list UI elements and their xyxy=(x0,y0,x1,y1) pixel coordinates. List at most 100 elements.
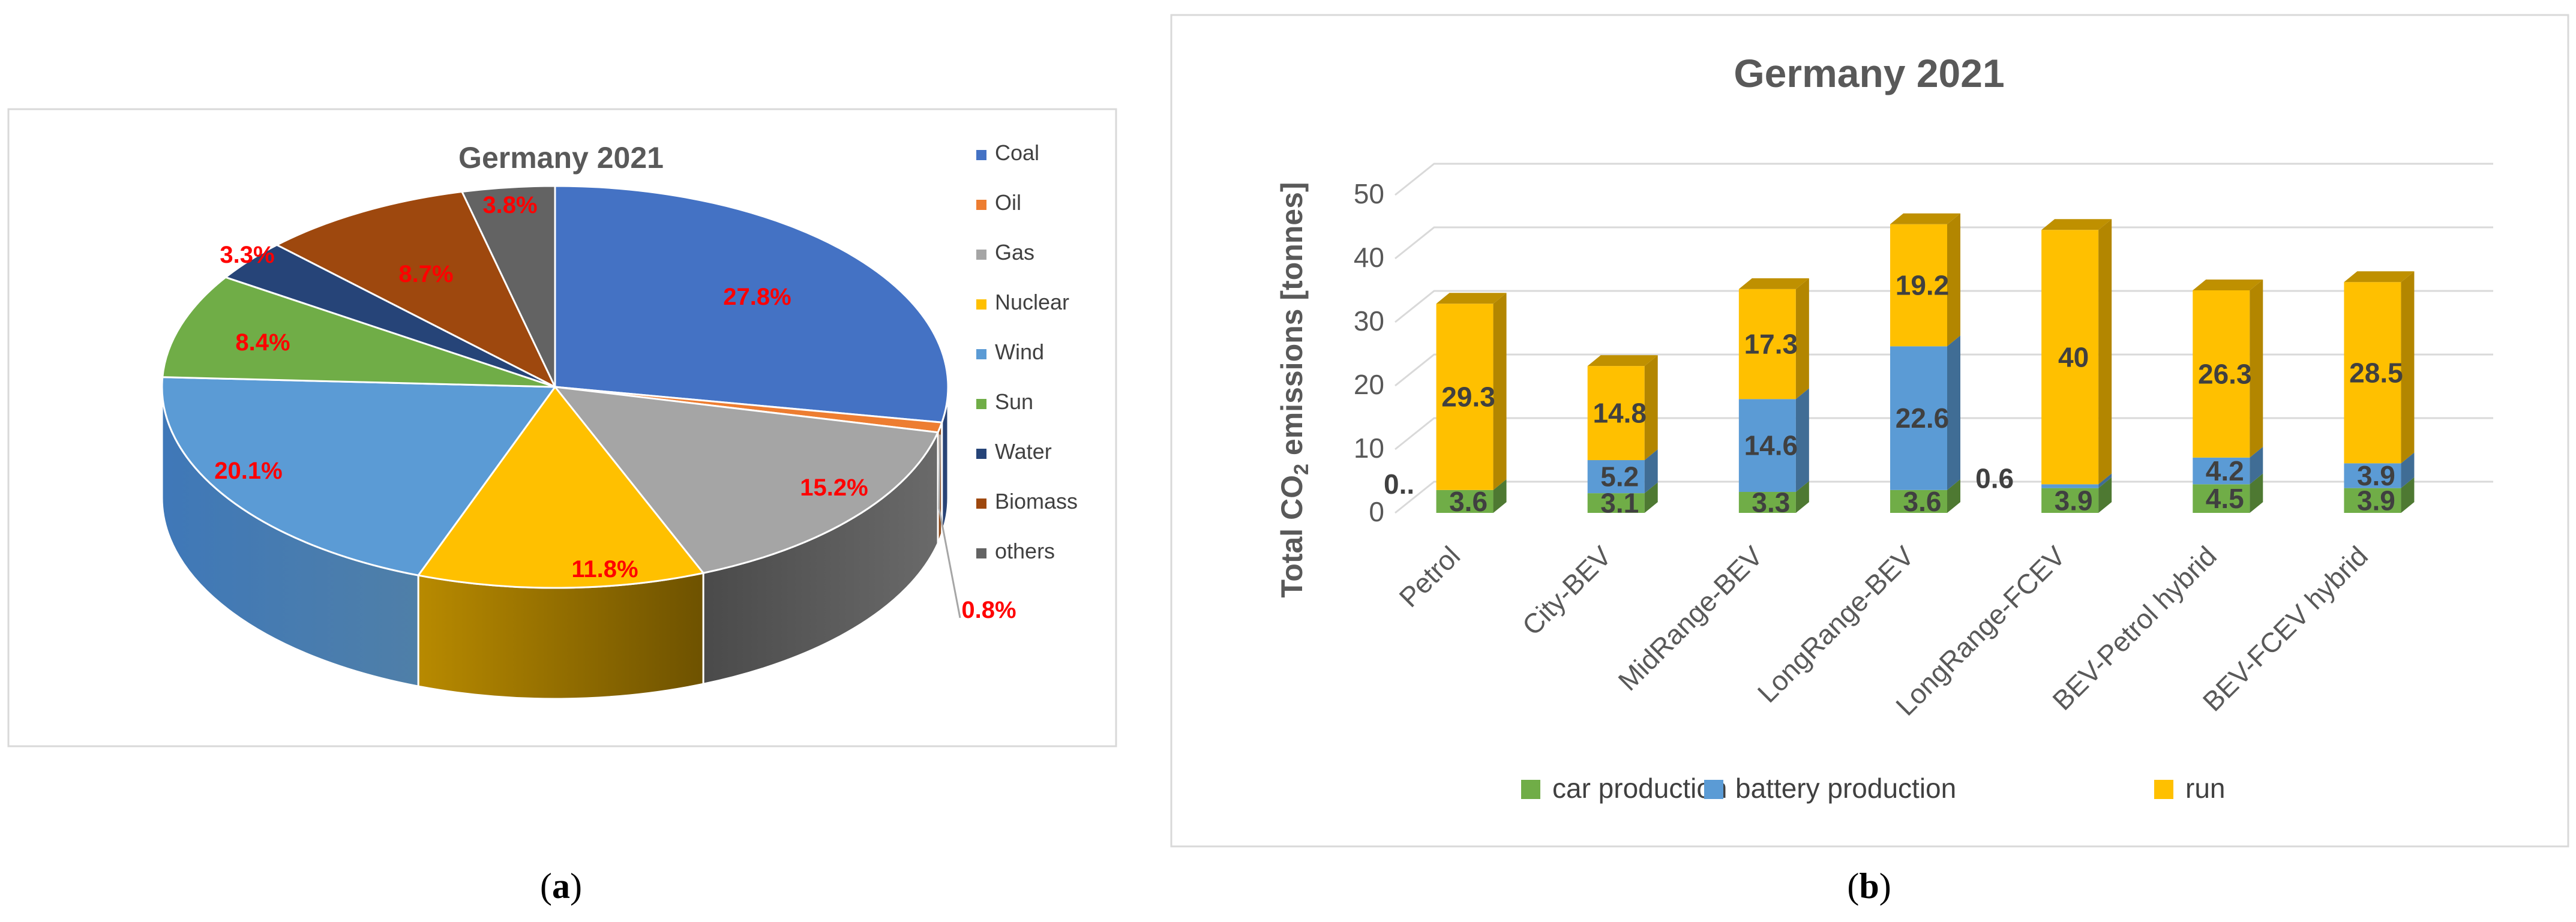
bar-bev-petrol-hybrid-car-production xyxy=(2193,473,2263,513)
bar-longrange-bev-car-production xyxy=(1890,479,1960,513)
panel-caption-b-letter: b xyxy=(1859,866,1879,906)
legend-label-wind: Wind xyxy=(995,340,1044,364)
bar-legend: car production battery production run xyxy=(1521,773,2225,804)
bar-bev-fcev-hybrid-run xyxy=(2344,271,2415,464)
bar-label-longrange-fcev-car-production: 3.9 xyxy=(2055,485,2093,516)
pie-slice-nuclear xyxy=(416,385,705,589)
legend-label-car-production: car production xyxy=(1552,773,1728,804)
bar-label-longrange-fcev-battery-production: 0.6 xyxy=(1975,462,2014,494)
legend-swatch-oil xyxy=(976,200,986,210)
bar-front-longrange-bev-car-production xyxy=(1890,489,1947,513)
pie-chart-panel: Germany 2021 27.8% 0.8% 15.2% 11.8% 20.1% 8.4… xyxy=(7,108,1117,906)
legend-label-coal: Coal xyxy=(995,140,1039,165)
y-tick-40: 40 xyxy=(1354,242,1384,273)
bar-label-bev-petrol-hybrid-battery-production: 4.2 xyxy=(2206,455,2244,486)
y-tick-10: 10 xyxy=(1354,433,1384,464)
pie-leader-oil xyxy=(938,434,961,618)
bar-side-bev-fcev-hybrid-run xyxy=(2401,271,2415,464)
bar-front-midrange-bev-car-production xyxy=(1738,492,1796,513)
bar-front-midrange-bev-battery-production xyxy=(1738,399,1796,492)
legend-swatch-run xyxy=(2154,780,2173,799)
bar-top-midrange-bev xyxy=(1738,278,1809,289)
bar-top-bev-petrol-hybrid xyxy=(2193,280,2263,290)
legend-swatch-sun xyxy=(976,399,986,409)
legend-label-oil: Oil xyxy=(995,190,1021,215)
bar-side-longrange-bev-run xyxy=(1947,213,1960,347)
gridline-30 xyxy=(1395,290,2493,323)
bar-label-bev-fcev-hybrid-battery-production: 3.9 xyxy=(2357,460,2395,491)
legend-label-gas: Gas xyxy=(995,240,1034,265)
pie-slice-coal xyxy=(554,185,949,424)
y-tick-20: 20 xyxy=(1354,369,1384,400)
bar-side-petrol-run xyxy=(1493,293,1507,490)
bar-bev-fcev-hybrid-car-production xyxy=(2344,477,2415,513)
pie-slice-biomass xyxy=(275,190,557,389)
pie-label-coal: 27.8% xyxy=(723,284,791,310)
bar-top-longrange-fcev xyxy=(2041,219,2112,230)
pie-label-water: 3.3% xyxy=(220,242,274,268)
bar-front-bev-petrol-hybrid-car-production xyxy=(2193,484,2250,513)
gridline-40 xyxy=(1395,226,2493,260)
pie-label-sun: 8.4% xyxy=(235,329,290,356)
pie-label-nuclear: 11.8% xyxy=(571,556,638,582)
bar-midrange-bev-run xyxy=(1738,278,1809,400)
bar-label-petrol-run: 29.3 xyxy=(1441,382,1495,413)
bar-front-longrange-fcev-battery-production xyxy=(2041,484,2099,488)
bar-side-bev-petrol-hybrid-run xyxy=(2250,280,2263,458)
panel-caption-a-letter: a xyxy=(552,866,570,906)
bar-top-city-bev xyxy=(1587,355,1658,367)
legend-swatch-biomass xyxy=(976,498,986,509)
panel-caption-a: (a) xyxy=(540,866,582,906)
bar-side-bev-petrol-hybrid-car-production xyxy=(2250,473,2263,513)
bar-front-city-bev-car-production xyxy=(1587,493,1645,513)
bar-front-petrol-run xyxy=(1436,304,1494,490)
pie-slices xyxy=(161,185,949,589)
pie-side-nuclear xyxy=(417,572,704,700)
bar-side-midrange-bev-car-production xyxy=(1795,481,1809,513)
bar-label-midrange-bev-battery-production: 14.6 xyxy=(1744,430,1798,461)
bar-side-city-bev-car-production xyxy=(1644,482,1658,513)
bar-front-bev-petrol-hybrid-battery-production xyxy=(2193,457,2250,485)
pie-leader-lines xyxy=(938,434,961,618)
legend-swatch-nuclear xyxy=(976,299,986,310)
legend-label-biomass: Biomass xyxy=(995,489,1078,513)
bar-city-bev-battery-production xyxy=(1587,449,1658,494)
bar-side-longrange-fcev-run xyxy=(2098,219,2112,485)
bar-y-tick-labels: 0 10 20 30 40 50 xyxy=(1354,178,1384,527)
pie-slice-sun xyxy=(161,276,556,388)
pie-label-gas: 15.2% xyxy=(800,474,868,501)
bar-y-axis-label: Total CO2 emissions [tonnes] xyxy=(1275,182,1313,597)
pie-chart-title: Germany 2021 xyxy=(458,141,664,175)
bar-gridlines xyxy=(1395,163,2493,514)
bar-stacks xyxy=(1436,213,2415,513)
gridline-10 xyxy=(1395,417,2493,451)
gridline-0 xyxy=(1395,480,2493,514)
bar-front-bev-fcev-hybrid-run xyxy=(2344,282,2401,464)
bar-label-bev-petrol-hybrid-run: 26.3 xyxy=(2198,358,2252,389)
bar-top-petrol xyxy=(1436,293,1507,304)
bar-longrange-bev-run xyxy=(1890,213,1960,347)
bar-side-city-bev-battery-production xyxy=(1644,449,1658,494)
y-tick-50: 50 xyxy=(1354,178,1384,209)
pie-slice-gas xyxy=(553,386,940,574)
legend-label-nuclear: Nuclear xyxy=(995,290,1069,314)
bar-label-petrol-battery-production: 0.. xyxy=(1384,468,1414,500)
legend-label-sun: Sun xyxy=(995,389,1033,414)
bar-chart-title: Germany 2021 xyxy=(1734,51,2004,95)
bar-petrol-car-production xyxy=(1436,479,1507,513)
legend-swatch-wind xyxy=(976,349,986,359)
bar-front-petrol-car-production xyxy=(1436,489,1494,513)
bar-chart-frame xyxy=(1170,14,2569,848)
bar-label-longrange-bev-battery-production: 22.6 xyxy=(1896,403,1950,434)
legend-label-water: Water xyxy=(995,439,1052,464)
bar-front-bev-petrol-hybrid-run xyxy=(2193,290,2250,458)
bar-label-longrange-bev-run: 19.2 xyxy=(1896,270,1950,301)
legend-label-battery-production: battery production xyxy=(1735,773,1956,804)
legend-label-run: run xyxy=(2185,773,2225,804)
gridline-20 xyxy=(1395,353,2493,387)
bar-front-midrange-bev-run xyxy=(1738,289,1796,400)
bar-side-longrange-fcev-car-production xyxy=(2098,477,2112,513)
bar-label-city-bev-run: 14.8 xyxy=(1593,398,1647,429)
pie-side-walls xyxy=(161,386,949,700)
